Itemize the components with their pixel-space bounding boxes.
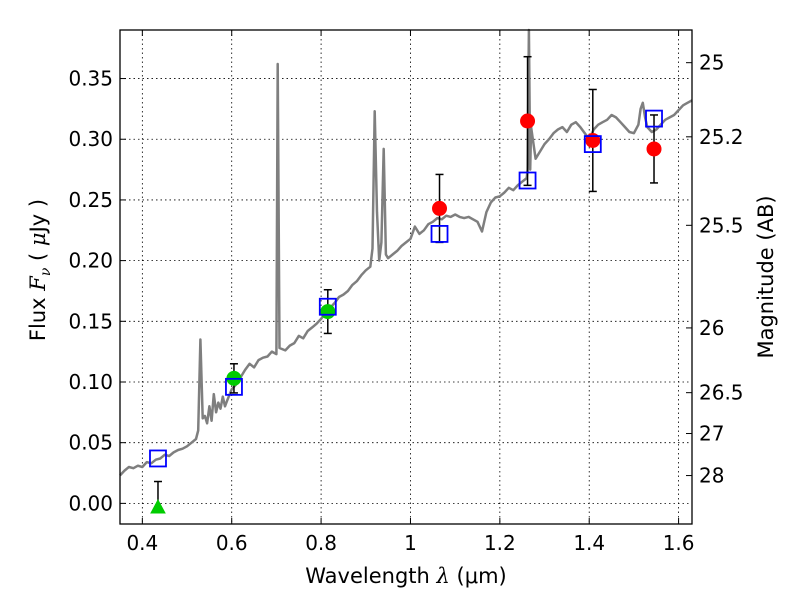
- sed-template-line: [119, 28, 693, 477]
- y2-axis-title: Magnitude (AB): [754, 195, 778, 358]
- model-square: [149, 449, 167, 468]
- model-square: [645, 109, 663, 128]
- errorbar-layer: [153, 55, 659, 508]
- x-tick-label: 0.8: [305, 531, 337, 555]
- model-square: [318, 297, 337, 316]
- y-tick-label: 0.10: [68, 370, 113, 394]
- plot-frame: [119, 29, 693, 525]
- x-tick-label: 1.2: [484, 531, 516, 555]
- y-tick-label: 0.25: [68, 188, 113, 212]
- y2-tick-label: 25.2: [699, 125, 744, 149]
- y-tick-label: 0.05: [68, 431, 113, 455]
- y-tick-label: 0.20: [68, 249, 113, 273]
- x-tick-label: 0.4: [126, 531, 158, 555]
- y2-tick-label: 28: [699, 464, 724, 488]
- observed-point-red: [646, 141, 662, 157]
- y2-tick-label: 25.5: [699, 213, 744, 237]
- observed-point-red: [432, 200, 448, 216]
- x-tick-label: 0.6: [216, 531, 248, 555]
- y-tick-label: 0.35: [68, 67, 113, 91]
- grid-lines: [120, 30, 692, 524]
- model-square: [430, 225, 449, 243]
- x-tick-label: 1.4: [573, 531, 605, 555]
- y2-tick-label: 25: [699, 51, 724, 75]
- upper-limit-triangle: [150, 498, 166, 514]
- y2-tick-label: 26: [699, 316, 724, 340]
- x-tick-label: 1: [404, 531, 417, 555]
- tick-layer: 0.4 0.6 0.8 1 1.2 1.4 1.6 0.00 0.05 0.10 0.15 0.20 0…: [68, 30, 744, 555]
- marker-layer: [149, 109, 663, 514]
- y2-tick-label: 27: [699, 422, 724, 446]
- model-square: [225, 377, 243, 396]
- model-square: [583, 135, 602, 153]
- sed-line-layer: [119, 28, 693, 477]
- y-axis-title: Flux Fν ( μJy ): [26, 199, 54, 341]
- x-tick-label: 1.6: [663, 531, 695, 555]
- observed-point-red: [520, 113, 536, 129]
- x-axis-title: Wavelength λ (μm): [305, 564, 506, 588]
- y-tick-label: 0.15: [68, 309, 113, 333]
- model-square: [518, 171, 537, 190]
- y-tick-label: 0.30: [68, 127, 113, 151]
- observed-point-green: [320, 304, 336, 320]
- y-tick-label: 0.00: [68, 491, 113, 515]
- y2-tick-label: 26.5: [699, 381, 744, 405]
